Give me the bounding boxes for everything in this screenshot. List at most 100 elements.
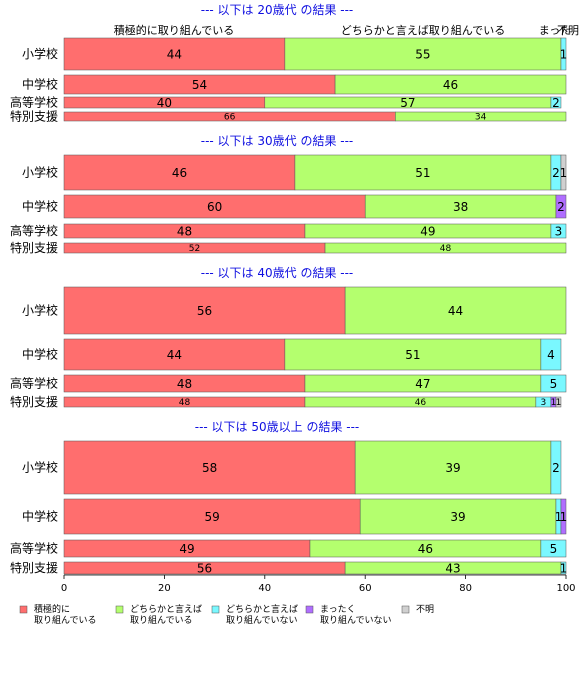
value-label: 49 (179, 542, 194, 556)
value-label: 5 (550, 377, 558, 391)
category-label: 中学校 (22, 509, 58, 524)
value-label: 47 (415, 377, 430, 391)
legend-label: 積極的に (34, 603, 70, 615)
value-label: 56 (197, 562, 212, 576)
value-label: 44 (167, 348, 182, 362)
value-label: 52 (189, 244, 200, 254)
value-label: 4 (547, 348, 555, 362)
value-label: 1 (560, 562, 568, 576)
value-label: 1 (560, 166, 568, 180)
value-label: 1 (560, 510, 568, 524)
category-label: 特別支援 (10, 109, 58, 124)
value-label: 58 (202, 461, 217, 475)
value-label: 39 (450, 510, 465, 524)
top-column-label: どちらかと言えば取り組んでいる (341, 24, 505, 37)
bar-segment (63, 338, 286, 371)
category-label: 小学校 (22, 165, 58, 180)
value-label: 1 (556, 398, 562, 408)
value-label: 48 (440, 244, 452, 254)
bar-segment (560, 154, 567, 191)
value-label: 1 (560, 48, 568, 62)
x-tick-label: 20 (158, 583, 171, 594)
group-title: --- 以下は 50歳以上 の結果 --- (195, 420, 360, 434)
bar-segment (550, 96, 562, 109)
legend-label: 取り組んでいる (34, 614, 97, 626)
bar-segment (324, 242, 567, 254)
legend-swatch (305, 605, 314, 614)
value-label: 2 (552, 461, 560, 475)
value-label: 60 (207, 200, 222, 214)
legend-label: どちらかと言えば (226, 603, 298, 615)
bar-segment (550, 440, 562, 495)
value-label: 3 (541, 398, 547, 408)
top-column-label: まった (539, 24, 572, 37)
category-label: 中学校 (22, 77, 58, 92)
x-tick-label: 80 (459, 583, 472, 594)
bar-segment (63, 498, 361, 535)
value-label: 59 (204, 510, 219, 524)
value-label: 54 (192, 78, 207, 92)
value-label: 56 (197, 304, 212, 318)
category-label: 特別支援 (10, 240, 58, 255)
value-label: 51 (415, 166, 430, 180)
value-label: 34 (475, 113, 487, 123)
value-label: 44 (448, 304, 463, 318)
category-label: 特別支援 (10, 560, 58, 575)
value-label: 57 (400, 96, 415, 110)
group-title: --- 以下は 20歳代 の結果 --- (201, 3, 354, 17)
bar-segment (359, 498, 557, 535)
bar-segment (63, 154, 296, 191)
value-label: 48 (177, 377, 192, 391)
value-label: 46 (172, 166, 187, 180)
value-label: 38 (453, 200, 468, 214)
value-label: 1 (555, 510, 563, 524)
group-title: --- 以下は 40歳代 の結果 --- (201, 266, 354, 280)
legend-label: まったく (320, 604, 356, 615)
category-label: 高等学校 (10, 376, 58, 391)
group-title: --- 以下は 30歳代 の結果 --- (201, 134, 354, 148)
bar-segment (63, 286, 346, 335)
value-label: 51 (405, 348, 420, 362)
bar-segment (560, 561, 567, 575)
value-label: 48 (177, 225, 192, 239)
category-label: 中学校 (22, 347, 58, 362)
bar-segment (284, 338, 542, 371)
bar-segment (560, 498, 567, 535)
value-label: 1 (551, 398, 557, 408)
bar-segment (284, 37, 562, 71)
category-label: 高等学校 (10, 223, 58, 238)
legend-swatch (115, 605, 124, 614)
category-label: 高等学校 (10, 541, 58, 556)
category-label: 小学校 (22, 460, 58, 475)
value-label: 2 (552, 96, 560, 110)
value-label: 55 (415, 48, 430, 62)
legend-swatch (401, 605, 410, 614)
bar-segment (344, 286, 567, 335)
value-label: 43 (445, 562, 460, 576)
category-label: 小学校 (22, 46, 58, 61)
value-label: 49 (420, 225, 435, 239)
bar-segment (540, 338, 562, 371)
value-label: 44 (167, 48, 182, 62)
bar-segment (63, 440, 356, 495)
legend-label: 不明 (416, 604, 434, 615)
x-tick-label: 60 (359, 583, 372, 594)
category-label: 高等学校 (10, 95, 58, 110)
bar-segment (395, 111, 567, 122)
legend-label: どちらかと言えば (130, 603, 202, 615)
top-column-label: 不明 (557, 24, 579, 37)
x-tick-label: 40 (258, 583, 271, 594)
top-column-label: 積極的に取り組んでいる (114, 23, 234, 37)
value-label: 48 (179, 398, 191, 408)
bar-segment (540, 374, 567, 393)
value-label: 46 (443, 78, 458, 92)
bar-segment (560, 37, 567, 71)
x-tick-label: 100 (556, 583, 575, 594)
bar-segment (550, 223, 567, 239)
bar-segment (555, 396, 562, 408)
value-label: 39 (445, 461, 460, 475)
value-label: 66 (224, 113, 236, 123)
value-label: 3 (555, 225, 563, 239)
value-label: 2 (557, 200, 565, 214)
